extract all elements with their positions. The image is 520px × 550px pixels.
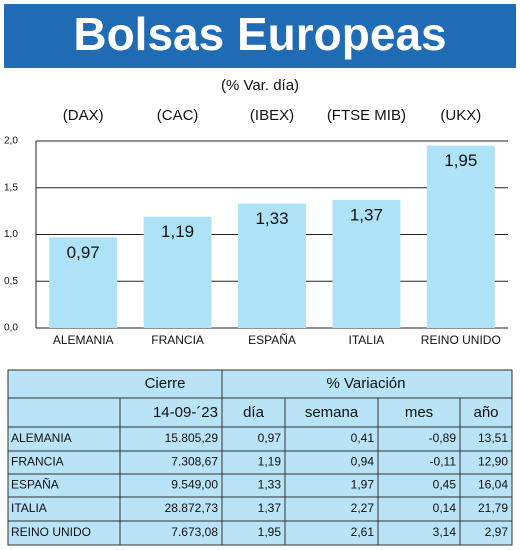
index-label: (UKX) xyxy=(440,107,481,124)
table-subheader: año xyxy=(473,404,498,421)
table-subheader: mes xyxy=(405,404,433,421)
table-cell: 0,94 xyxy=(351,455,375,469)
value-label: 1,37 xyxy=(350,205,383,224)
table-cell: 1,37 xyxy=(258,501,282,515)
bar xyxy=(49,237,118,328)
table-header: Cierre xyxy=(145,375,186,392)
value-label: 1,19 xyxy=(161,222,194,241)
title-banner xyxy=(4,4,516,68)
value-label: 0,97 xyxy=(67,243,100,262)
table-cell: -0,89 xyxy=(429,431,457,445)
value-label: 1,33 xyxy=(255,209,288,228)
table-cell: 0,97 xyxy=(258,431,282,445)
index-label: (DAX) xyxy=(63,107,104,124)
table-cell: 2,97 xyxy=(485,525,509,539)
index-label: (IBEX) xyxy=(250,107,294,124)
table-subheader: día xyxy=(243,404,265,421)
chart-subtitle: (% Var. día) xyxy=(221,77,299,94)
bar xyxy=(143,216,212,328)
table-subheader: semana xyxy=(305,404,359,421)
bar xyxy=(426,145,495,328)
table-cell: -0,11 xyxy=(430,455,457,469)
y-tick-label: 1,5 xyxy=(4,182,18,193)
y-tick-label: 0,0 xyxy=(4,323,18,334)
table-cell: 13,51 xyxy=(478,431,508,445)
table-cell: 0,41 xyxy=(351,431,375,445)
x-tick-label: ESPAÑA xyxy=(248,333,296,347)
x-tick-label: FRANCIA xyxy=(151,333,204,347)
index-label: (FTSE MIB) xyxy=(327,107,406,124)
row-label: FRANCIA xyxy=(11,455,64,469)
bar xyxy=(332,199,401,328)
table-cell: 7.673,08 xyxy=(171,525,218,539)
table-cell: 2,27 xyxy=(351,501,375,515)
y-tick-label: 2,0 xyxy=(4,136,18,147)
row-label: ALEMANIA xyxy=(11,431,72,445)
table-subheader: 14-09-´23 xyxy=(153,404,218,421)
table-cell: 1,33 xyxy=(258,478,282,492)
y-tick-label: 0,5 xyxy=(4,276,18,287)
table-cell: 21,79 xyxy=(478,501,508,515)
x-tick-label: REINO UNIDO xyxy=(421,333,501,347)
row-label: ESPAÑA xyxy=(11,478,59,492)
row-label: ITALIA xyxy=(11,501,47,515)
bar xyxy=(238,203,306,328)
table-cell: 3,14 xyxy=(433,525,457,539)
table-cell: 12,90 xyxy=(478,455,508,469)
table-bg xyxy=(7,369,513,546)
x-tick-label: ITALIA xyxy=(349,333,385,347)
table-cell: 2,61 xyxy=(351,525,375,539)
table-cell: 9.549,00 xyxy=(171,478,218,492)
x-tick-label: ALEMANIA xyxy=(53,333,114,347)
chart-title: Bolsas Europeas xyxy=(73,8,446,60)
index-label: (CAC) xyxy=(157,107,199,124)
table-cell: 28.872,73 xyxy=(165,501,219,515)
row-label: REINO UNIDO xyxy=(11,525,91,539)
y-tick-label: 1,0 xyxy=(4,229,18,240)
table-cell: 1,97 xyxy=(351,478,375,492)
table-cell: 1,19 xyxy=(258,455,282,469)
value-label: 1,95 xyxy=(444,151,477,170)
table-cell: 15.805,29 xyxy=(165,431,219,445)
table-cell: 1,95 xyxy=(258,525,282,539)
table-cell: 0,14 xyxy=(433,501,457,515)
table-cell: 16,04 xyxy=(478,478,508,492)
table-cell: 0,45 xyxy=(433,478,457,492)
table-header: % Variación xyxy=(327,375,406,392)
table-cell: 7.308,67 xyxy=(171,455,218,469)
